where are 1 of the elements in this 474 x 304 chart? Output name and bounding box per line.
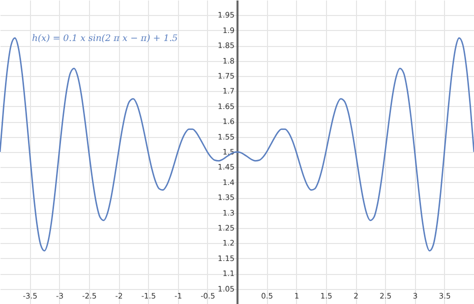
series-label: h(x) = 0.1 x sin(2 π x − π) + 1.5 bbox=[32, 34, 178, 44]
